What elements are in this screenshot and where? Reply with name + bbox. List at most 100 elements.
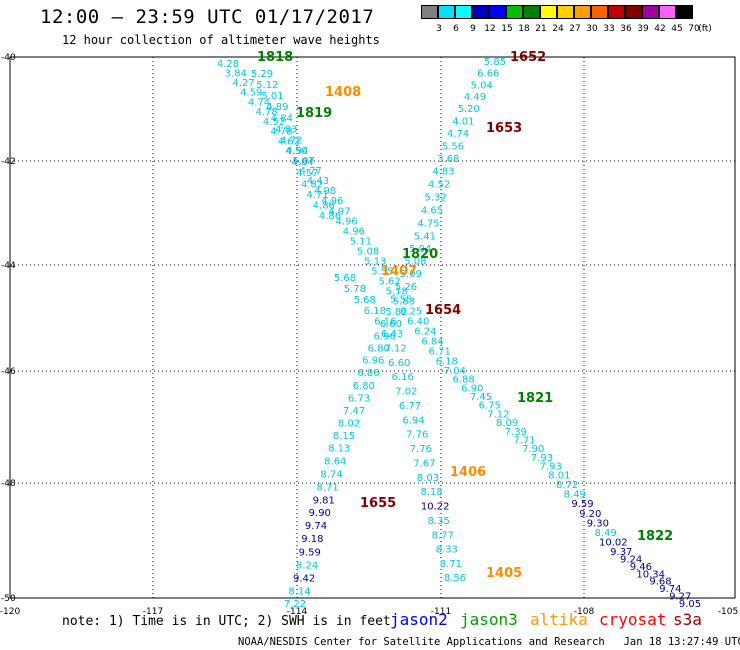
wave-height-value: 5.08 — [357, 246, 379, 257]
wave-height-value: 4.28 — [217, 59, 239, 70]
wave-height-value: 6.16 — [374, 316, 396, 327]
time-label: 1819 — [296, 106, 332, 121]
wave-height-value: 9.27 — [669, 592, 691, 603]
wave-height-value: 7.93 — [531, 453, 553, 464]
scale-label: 30 — [586, 24, 598, 34]
wave-height-value: 8.14 — [288, 586, 310, 597]
lat-tick-label: -44 — [1, 261, 16, 271]
scale-label: 36 — [620, 24, 632, 34]
wave-height-value: 5.18 — [386, 286, 408, 297]
wave-height-value: 5.29 — [251, 69, 273, 80]
track-east-ascending: 5.856.665.044.495.204.014.745.563.684.83… — [284, 57, 506, 610]
time-label: 1654 — [425, 303, 461, 318]
page-title: 12:00 — 23:59 UTC 01/17/2017 — [40, 6, 375, 28]
wave-height-value: 7.67 — [413, 459, 435, 470]
lon-tick-label: -117 — [143, 607, 163, 617]
scale-label: 45 — [671, 24, 683, 34]
map-grid — [9, 56, 736, 599]
wave-height-value: 4.01 — [452, 116, 474, 127]
wave-height-value: 6.60 — [380, 319, 402, 330]
wave-height-value: 4.97 — [328, 206, 350, 217]
wave-height-value: 4.74 — [447, 129, 469, 140]
wave-height-value: 5.04 — [409, 244, 431, 255]
lat-tick-label: -50 — [1, 594, 16, 604]
wave-height-value: 6.75 — [479, 401, 501, 412]
wave-height-value: 5.68 — [354, 295, 376, 306]
time-label: 1405 — [486, 566, 522, 581]
lat-tick-label: -42 — [1, 157, 16, 167]
wave-height-value: 8.71 — [316, 482, 338, 493]
wave-height-value: 8.33 — [436, 545, 458, 556]
wave-height-value: 6.96 — [362, 356, 384, 367]
wave-height-value: 9.59 — [299, 547, 321, 558]
wave-height-value: 5.41 — [414, 231, 436, 242]
wave-height-value: 6.80 — [368, 343, 390, 354]
wave-height-value: 6.88 — [452, 375, 474, 386]
legend-item-cryosat: cryosat — [599, 610, 667, 629]
time-labels: 1818 1408 1819 1652 1653 1820 1407 1654 1821 1406… — [257, 50, 673, 581]
wave-height-value: 4.86 — [319, 211, 341, 222]
wave-height-value: 6.94 — [402, 415, 424, 426]
wave-height-value: 4.59 — [240, 88, 262, 99]
scale-label: 39 — [637, 24, 649, 34]
wave-height-value: 7.22 — [284, 599, 306, 610]
wave-height-value: 7.76 — [410, 444, 432, 455]
wave-height-value: 5.82 — [385, 307, 407, 318]
wave-height-value: 4.43 — [307, 176, 329, 187]
wave-height-value: 5.78 — [344, 284, 366, 295]
wave-height-value: 9.05 — [679, 599, 701, 610]
wave-height-value: 4.86 — [313, 201, 335, 212]
scale-unit: (ft) — [698, 24, 712, 34]
wave-height-value: 8.49 — [594, 528, 616, 539]
wave-height-value: 6.25 — [400, 307, 422, 318]
scale-swatch — [506, 5, 523, 19]
wave-height-value: 4.50 — [285, 146, 307, 157]
scale-label: 9 — [470, 24, 476, 34]
scale-label: 18 — [518, 24, 530, 34]
wave-height-value: 5.01 — [261, 91, 283, 102]
wave-height-value: 7.90 — [522, 444, 544, 455]
time-label: 1407 — [381, 264, 417, 279]
scale-label: 12 — [484, 24, 496, 34]
scale-swatch — [608, 5, 625, 19]
wave-height-value: 7.39 — [505, 427, 527, 438]
time-label: 1653 — [486, 121, 522, 136]
wave-height-value: 8.15 — [333, 431, 355, 442]
wave-height-value: 8.35 — [428, 516, 450, 527]
wave-height-value: 4.62 — [278, 136, 300, 147]
page-subtitle: 12 hour collection of altimeter wave hei… — [62, 33, 380, 47]
wave-height-value: 6.73 — [348, 394, 370, 405]
lat-tick-label: -48 — [1, 479, 16, 489]
scale-swatch — [642, 5, 659, 19]
wave-height-value: 3.84 — [225, 69, 247, 80]
wave-height-value: 4.89 — [266, 102, 288, 113]
lat-tick-label: -40 — [1, 53, 16, 63]
time-label: 1652 — [510, 50, 546, 65]
wave-height-value: 7.12 — [384, 343, 406, 354]
wave-height-value: 4.74 — [248, 97, 270, 108]
scale-swatch — [574, 5, 591, 19]
scale-label: 15 — [501, 24, 513, 34]
wave-height-value: 5.55 — [390, 294, 412, 305]
wave-height-value: 8.02 — [338, 419, 360, 430]
wave-height-value: 10.22 — [421, 502, 450, 513]
wave-height-value: 9.37 — [610, 547, 632, 558]
wave-height-value: 4.77 — [300, 166, 322, 177]
wave-height-value: 8.18 — [420, 487, 442, 498]
legend-item-jason2: jason2 — [390, 610, 448, 629]
wave-height-value: 4.83 — [432, 167, 454, 178]
wave-height-value: 8.03 — [417, 473, 439, 484]
legend-item-jason3: jason3 — [460, 610, 518, 629]
wave-height-value: 6.80 — [353, 381, 375, 392]
lat-tick-label: -46 — [1, 367, 16, 377]
wave-height-value: 5.11 — [350, 236, 372, 247]
track-west-descending: 4.283.844.274.594.744.784.524.784.624.50… — [217, 59, 701, 610]
wave-height-value: 5.13 — [364, 256, 386, 267]
wave-height-value: 7.04 — [444, 366, 466, 377]
wave-height-value: 5.68 — [334, 273, 356, 284]
wave-height-tracks: 4.283.844.274.594.744.784.524.784.624.50… — [217, 57, 701, 610]
wave-height-value: 4.98 — [314, 186, 336, 197]
wave-height-value: 5.08 — [404, 257, 426, 268]
wave-height-value: 9.59 — [571, 499, 593, 510]
wave-height-value: 6.66 — [477, 69, 499, 80]
